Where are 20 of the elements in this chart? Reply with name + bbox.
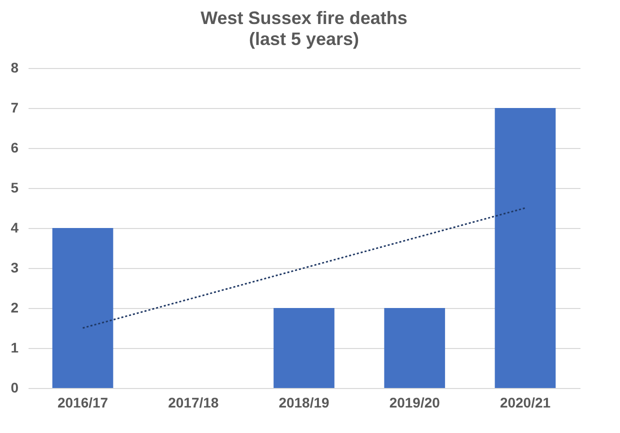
x-tick-label: 2018/19 xyxy=(278,394,330,410)
bar xyxy=(274,308,334,388)
y-tick-label: 2 xyxy=(10,300,19,316)
y-tick-label: 8 xyxy=(10,60,19,76)
y-tick-label: 6 xyxy=(10,140,19,156)
y-tick-label: 5 xyxy=(10,180,19,196)
x-tick-label: 2019/20 xyxy=(389,394,440,410)
bar xyxy=(384,308,446,388)
bar xyxy=(52,228,114,388)
y-tick-label: 4 xyxy=(10,220,19,236)
x-tick-label: 2020/21 xyxy=(500,394,551,410)
chart-subtitle: (last 5 years) xyxy=(248,29,360,49)
chart-title: West Sussex fire deaths xyxy=(200,8,408,28)
bar xyxy=(494,108,556,388)
x-tick-label: 2017/18 xyxy=(168,394,219,410)
y-tick-label: 0 xyxy=(10,380,19,396)
y-tick-label: 1 xyxy=(10,340,19,356)
y-tick-label: 7 xyxy=(10,100,19,116)
y-tick-label: 3 xyxy=(10,260,19,276)
x-tick-label: 2016/17 xyxy=(57,394,108,410)
